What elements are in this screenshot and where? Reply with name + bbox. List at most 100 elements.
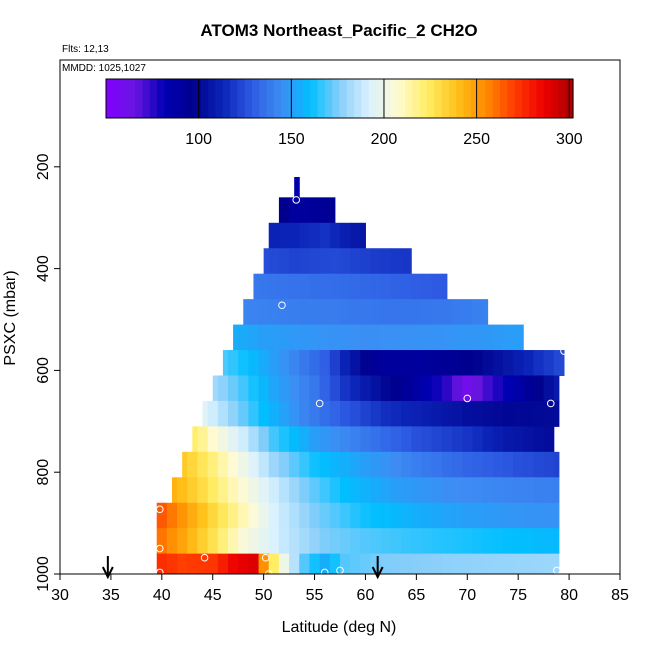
heatmap-cell bbox=[482, 477, 494, 504]
heatmap-cell bbox=[299, 248, 310, 275]
heatmap-cell bbox=[523, 350, 534, 376]
heatmap-cell bbox=[268, 299, 280, 326]
heatmap-cell bbox=[217, 451, 229, 478]
heatmap-cell bbox=[472, 350, 484, 376]
heatmap-cell bbox=[309, 477, 321, 504]
heatmap-cell bbox=[543, 400, 555, 427]
colorbar-frame bbox=[105, 78, 574, 119]
heatmap-cell bbox=[472, 299, 484, 326]
heatmap-cell bbox=[309, 299, 321, 326]
heatmap-cell bbox=[278, 350, 290, 376]
heatmap-cell bbox=[482, 426, 494, 453]
heatmap-cell bbox=[217, 502, 229, 529]
heatmap-cell bbox=[421, 324, 433, 351]
heatmap-cell bbox=[258, 400, 270, 427]
colorbar-segment bbox=[259, 79, 268, 118]
colorbar-segment bbox=[405, 79, 414, 118]
heatmap-cell bbox=[309, 553, 321, 575]
colorbar-segment bbox=[273, 79, 282, 118]
heatmap-cell bbox=[289, 477, 300, 504]
x-tick-label: 50 bbox=[255, 587, 273, 604]
heatmap-cell bbox=[187, 528, 198, 555]
heatmap-cell bbox=[248, 477, 260, 504]
heatmap-cell bbox=[513, 400, 524, 427]
heatmap-cell bbox=[243, 299, 249, 326]
chart-title: ATOM3 Northeast_Pacific_2 CH2O bbox=[200, 21, 477, 40]
heatmap-cell bbox=[380, 451, 392, 478]
heatmap-cell bbox=[411, 528, 422, 555]
heatmap-cell bbox=[268, 273, 280, 300]
heatmap-cell bbox=[268, 248, 280, 275]
colorbar-segment bbox=[427, 79, 435, 118]
heatmap-cell bbox=[278, 528, 290, 555]
heatmap-cell bbox=[462, 451, 473, 478]
colorbar-segment bbox=[485, 79, 494, 118]
heatmap-cell bbox=[299, 350, 310, 376]
heatmap-cell bbox=[360, 426, 372, 453]
heatmap-cell bbox=[207, 400, 219, 427]
heatmap-cell bbox=[441, 400, 453, 427]
heatmap-cell bbox=[319, 400, 331, 427]
heatmap-cell bbox=[431, 553, 443, 575]
heatmap-cell bbox=[350, 324, 361, 351]
heatmap-cell bbox=[523, 553, 534, 575]
heatmap-cell bbox=[401, 502, 412, 529]
heatmap-cell bbox=[502, 451, 514, 478]
heatmap-cell bbox=[319, 502, 331, 529]
heatmap-cell bbox=[207, 451, 219, 478]
sample-point bbox=[560, 347, 568, 355]
heatmap-cell bbox=[523, 400, 534, 427]
colorbar-segment bbox=[230, 79, 238, 118]
heatmap-cell bbox=[289, 375, 300, 402]
heatmap-cell bbox=[390, 477, 402, 504]
heatmap-cell bbox=[350, 502, 361, 529]
heatmap-cell bbox=[380, 528, 392, 555]
heatmap-cell bbox=[299, 299, 310, 326]
heatmap-cell bbox=[360, 299, 372, 326]
heatmap-cell bbox=[340, 222, 351, 249]
heatmap-cell bbox=[370, 375, 382, 402]
colorbar-segment bbox=[375, 79, 384, 118]
heatmap-cell bbox=[411, 451, 422, 478]
heatmap-cell bbox=[380, 273, 392, 300]
heatmap-cell bbox=[197, 477, 209, 504]
heatmap-cell bbox=[482, 299, 489, 326]
heatmap-cell bbox=[289, 197, 300, 224]
x-tick-label: 70 bbox=[458, 587, 476, 604]
heatmap-cell bbox=[390, 528, 402, 555]
x-tick-label: 60 bbox=[357, 587, 375, 604]
colorbar-segment bbox=[478, 79, 487, 118]
colorbar-segment bbox=[543, 79, 552, 118]
x-tick-label: 40 bbox=[153, 587, 171, 604]
heatmap-cell bbox=[472, 502, 484, 529]
heatmap-cell bbox=[289, 324, 300, 351]
heatmap-cell bbox=[350, 273, 361, 300]
colorbar-segment bbox=[186, 79, 195, 118]
heatmap-cell bbox=[431, 502, 443, 529]
heatmap-cell bbox=[360, 553, 372, 575]
heatmap-cell bbox=[329, 375, 341, 402]
heatmap-cell bbox=[401, 400, 412, 427]
heatmap-cell bbox=[329, 222, 341, 249]
heatmap-cell bbox=[441, 324, 453, 351]
heatmap-cell bbox=[319, 553, 331, 575]
heatmap-cell bbox=[207, 477, 219, 504]
heatmap-cell bbox=[370, 248, 382, 275]
heatmap-cell bbox=[390, 502, 402, 529]
heatmap-cell bbox=[502, 477, 514, 504]
heatmap-cell bbox=[482, 350, 494, 376]
heatmap-cell bbox=[299, 197, 310, 224]
sample-point bbox=[315, 399, 324, 408]
heatmap-cell bbox=[187, 553, 198, 575]
heatmap-cell bbox=[360, 375, 372, 402]
heatmap-cell bbox=[472, 426, 484, 453]
heatmap-cell bbox=[421, 477, 433, 504]
heatmap-cell bbox=[482, 502, 494, 529]
heatmap-cell bbox=[462, 553, 473, 575]
heatmap-cell bbox=[319, 273, 331, 300]
heatmap-cell bbox=[309, 222, 321, 249]
heatmap-cell bbox=[187, 477, 198, 504]
x-tick-label: 85 bbox=[611, 587, 629, 604]
heatmap-cell bbox=[228, 502, 239, 529]
heatmap-cell bbox=[401, 477, 412, 504]
